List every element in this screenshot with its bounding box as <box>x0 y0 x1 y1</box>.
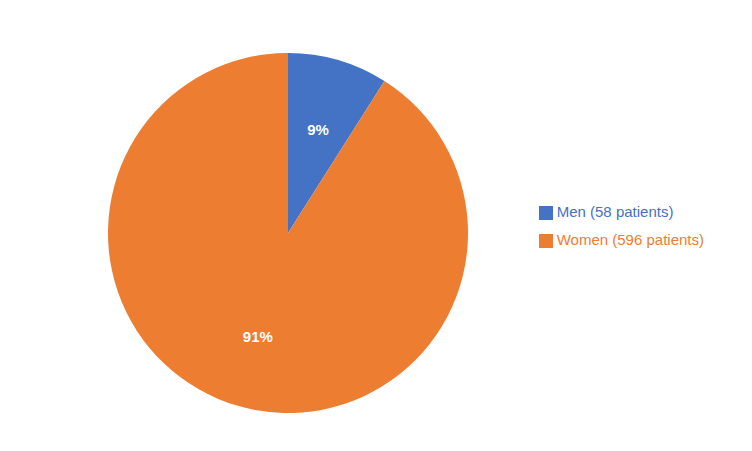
html-text:Men (58 patients): Men (58 patients) <box>556 202 674 220</box>
svg-text:9%: 9% <box>307 121 329 138</box>
svg-text:91%: 91% <box>243 328 273 345</box>
html-text:Women (596 patients): Women (596 patients) <box>556 230 704 248</box>
